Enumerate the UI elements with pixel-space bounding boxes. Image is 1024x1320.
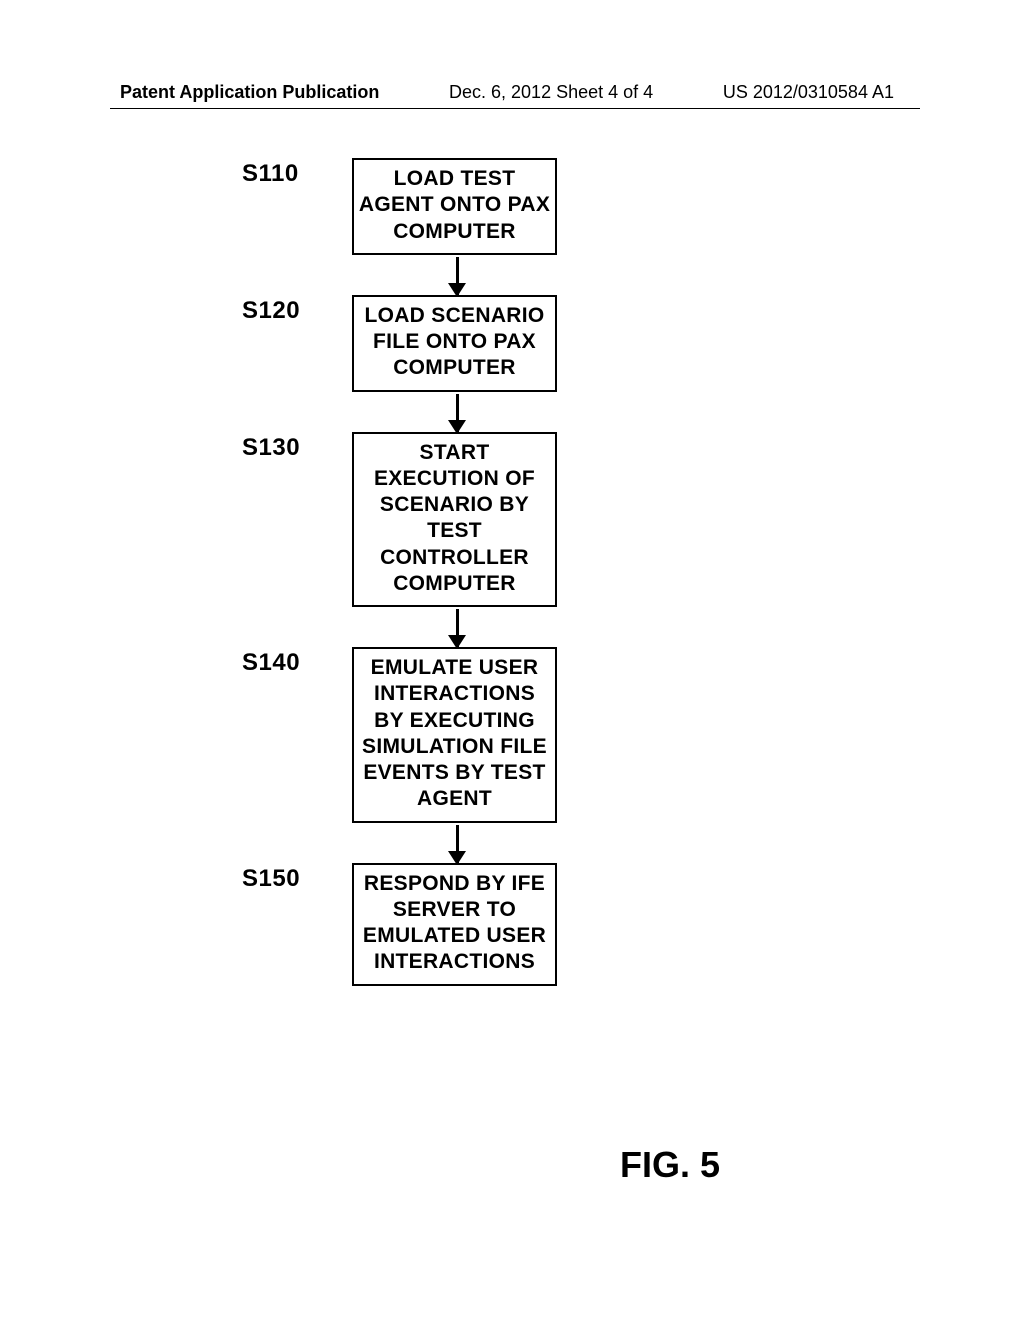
step-box-s120: LOAD SCENARIO FILE ONTO PAX COMPUTER xyxy=(352,295,557,392)
step-box-s140: EMULATE USER INTERACTIONS BY EXECUTING S… xyxy=(352,647,557,823)
step-box-s110: LOAD TEST AGENT ONTO PAX COMPUTER xyxy=(352,158,557,255)
header-right: US 2012/0310584 A1 xyxy=(723,82,894,103)
step-row: S140 EMULATE USER INTERACTIONS BY EXECUT… xyxy=(242,647,782,823)
step-label-s150: S150 xyxy=(242,863,352,893)
step-box-s150: RESPOND BY IFE SERVER TO EMULATED USER I… xyxy=(352,863,557,986)
step-label-s120: S120 xyxy=(242,295,352,325)
arrow-icon xyxy=(456,825,459,863)
step-label-s110: S110 xyxy=(242,158,352,188)
step-label-s130: S130 xyxy=(242,432,352,462)
step-row: S120 LOAD SCENARIO FILE ONTO PAX COMPUTE… xyxy=(242,295,782,392)
arrow-icon xyxy=(456,257,459,295)
step-row: S150 RESPOND BY IFE SERVER TO EMULATED U… xyxy=(242,863,782,986)
flowchart: S110 LOAD TEST AGENT ONTO PAX COMPUTER S… xyxy=(0,158,1024,986)
page-header: Patent Application Publication Dec. 6, 2… xyxy=(0,82,1024,103)
figure-label: FIG. 5 xyxy=(620,1144,720,1186)
arrow-icon xyxy=(456,609,459,647)
step-row: S130 START EXECUTION OF SCENARIO BY TEST… xyxy=(242,432,782,608)
step-box-s130: START EXECUTION OF SCENARIO BY TEST CONT… xyxy=(352,432,557,608)
header-rule xyxy=(110,108,920,109)
step-label-s140: S140 xyxy=(242,647,352,677)
arrow-icon xyxy=(456,394,459,432)
header-left: Patent Application Publication xyxy=(120,82,379,103)
step-row: S110 LOAD TEST AGENT ONTO PAX COMPUTER xyxy=(242,158,782,255)
header-center: Dec. 6, 2012 Sheet 4 of 4 xyxy=(449,82,653,103)
